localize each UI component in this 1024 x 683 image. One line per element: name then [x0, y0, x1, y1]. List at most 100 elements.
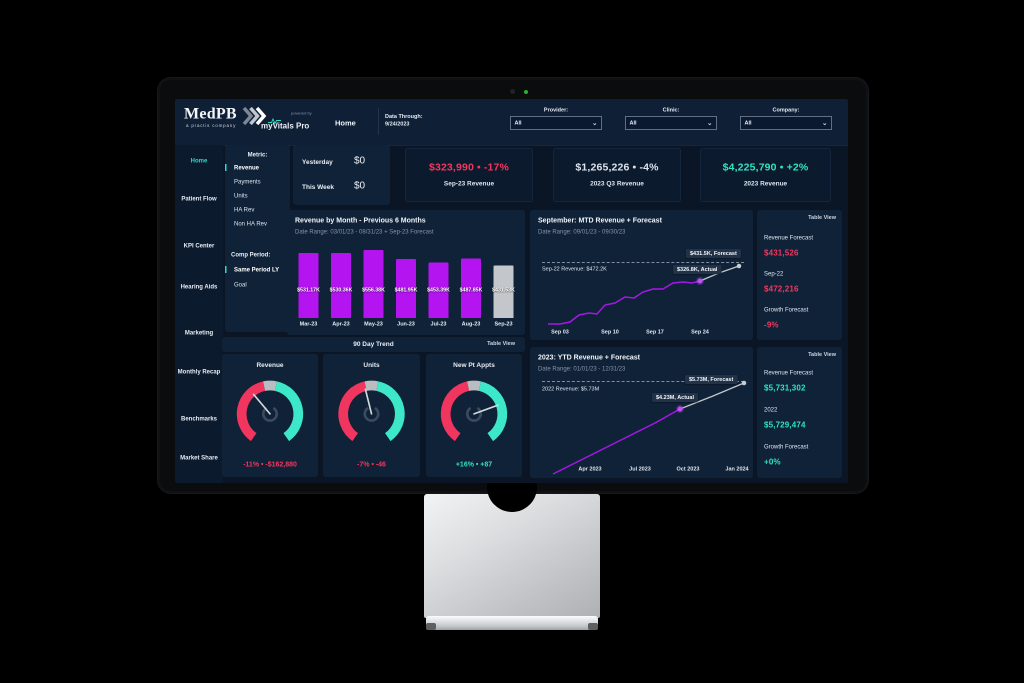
provider-filter: Provider: All ⌄: [510, 107, 602, 130]
metric-item-revenue[interactable]: Revenue: [225, 164, 290, 171]
sidebar-item-home[interactable]: Home: [190, 157, 208, 164]
x-tick: Jul 2023: [629, 466, 651, 472]
bar-value-label: $487.85K: [459, 287, 483, 293]
bar-category-label: Mar-23: [299, 321, 318, 327]
table-view-button[interactable]: Table View: [487, 340, 515, 347]
stat-value: +0%: [764, 458, 781, 467]
brand-tagline: a practis company: [186, 123, 237, 128]
provider-filter-select[interactable]: All ⌄: [510, 116, 602, 130]
chart-subtitle: Date Range: 03/01/23 - 08/31/23 + Sep-23…: [295, 228, 434, 235]
kpi-label: 2023 Q3 Revenue: [590, 179, 644, 188]
x-tick: Sep 10: [601, 329, 619, 335]
bar-group: $530.36K Apr-23: [330, 245, 352, 327]
yesterday-label: Yesterday: [302, 158, 333, 166]
bar-may-23: [363, 250, 384, 318]
bar-group: $481.95K Jun-23: [394, 245, 418, 327]
bar-value-label: $481.95K: [394, 287, 418, 293]
bar-value-label: $431.53K: [492, 287, 515, 293]
sidebar-item-monthly-recap[interactable]: Monthly Recap: [177, 368, 221, 375]
kpi-card-2023-revenue: $4,225,790 • +2% 2023 Revenue: [700, 148, 831, 202]
kpi-label: 2023 Revenue: [743, 179, 788, 188]
provider-filter-value: All: [514, 120, 522, 126]
comp-item-goal[interactable]: Goal: [234, 281, 247, 288]
gauge-dial: [440, 380, 508, 442]
bar-group: $556.38K May-23: [362, 245, 385, 327]
sidebar-item-patient-flow[interactable]: Patient Flow: [181, 195, 217, 202]
bar-group: $531.17K Mar-23: [297, 245, 320, 327]
ytd-line-plot: [552, 380, 747, 475]
reference-line: [542, 381, 744, 382]
clinic-filter-label: Clinic:: [662, 107, 680, 113]
chevron-down-icon: ⌄: [592, 119, 598, 127]
gauge-new-pt-appts: New Pt Appts +16% • +87: [426, 354, 522, 477]
sidebar-item-marketing[interactable]: Marketing: [184, 329, 214, 336]
kpi-card-2023-q3-revenue: $1,265,226 • -4% 2023 Q3 Revenue: [553, 148, 681, 202]
stat-label: Growth Forecast: [764, 443, 809, 450]
trend-title: 90 Day Trend: [353, 340, 394, 348]
kpi-value: $4,225,790 • +2%: [722, 161, 809, 174]
stat-value: $472,216: [764, 285, 799, 294]
sidebar-item-benchmarks[interactable]: Benchmarks: [180, 415, 218, 422]
metric-item-units[interactable]: Units: [234, 192, 248, 199]
table-view-button[interactable]: Table View: [808, 351, 836, 358]
chevron-down-icon: ⌄: [707, 119, 713, 127]
bar-aug-23: [461, 258, 481, 318]
gauge-title: New Pt Appts: [453, 361, 495, 369]
ytd-revenue-chart: 2023: YTD Revenue + Forecast Date Range:…: [530, 347, 753, 478]
revenue-by-month-chart: Revenue by Month - Previous 6 Months Dat…: [287, 210, 525, 335]
stat-value: $5,731,302: [764, 384, 806, 393]
company-filter: Company: All ⌄: [740, 107, 832, 130]
metric-item-non-ha-rev[interactable]: Non HA Rev: [234, 220, 268, 227]
sidebar-item-market-share[interactable]: Market Share: [180, 454, 218, 461]
bar-chart-area: $531.17K Mar-23 $530.36K Apr-23 $556.38K…: [297, 245, 515, 327]
gauge-title: Units: [363, 361, 380, 369]
camera-icon: [510, 89, 515, 94]
company-filter-value: All: [744, 120, 752, 126]
kpi-value: $323,990 • -17%: [428, 161, 510, 174]
status-led-icon: [524, 90, 528, 94]
bar-category-label: Apr-23: [332, 321, 350, 327]
nav-home[interactable]: Home: [335, 119, 356, 128]
monitor-stand-base: [426, 616, 598, 630]
company-filter-label: Company:: [772, 107, 800, 113]
ytd-stats-panel: Table View Revenue Forecast $5,731,302 2…: [757, 347, 842, 478]
clinic-filter-value: All: [629, 120, 637, 126]
metric-item-ha-rev[interactable]: HA Rev: [234, 206, 255, 213]
sidebar-item-kpi-center[interactable]: KPI Center: [183, 242, 215, 249]
stat-label: Growth Forecast: [764, 306, 809, 313]
bar-value-label: $556.38K: [362, 287, 385, 293]
company-filter-select[interactable]: All ⌄: [740, 116, 832, 130]
kpi-value: $1,265,226 • -4%: [575, 161, 659, 174]
bar-apr-23: [331, 253, 351, 318]
table-view-button[interactable]: Table View: [808, 214, 836, 221]
gauge-value: +16% • +87: [455, 460, 493, 468]
forecast-chip: $431.5K, Forecast: [686, 249, 741, 258]
sidebar-item-hearing-aids[interactable]: Hearing Aids: [180, 283, 218, 290]
stat-label: Revenue Forecast: [764, 369, 814, 376]
mtd-revenue-chart: September: MTD Revenue + Forecast Date R…: [530, 210, 753, 340]
gauge-dial: [338, 380, 405, 442]
stat-value: $5,729,474: [764, 421, 806, 430]
yesterday-value: $0: [354, 155, 366, 166]
bar-value-label: $531.17K: [297, 287, 320, 293]
x-tick: Jan 2024: [725, 466, 749, 472]
header-divider: [378, 108, 379, 135]
provider-filter-label: Provider:: [543, 107, 569, 113]
this-week-value: $0: [354, 180, 366, 191]
forecast-chip: $5.73M, Forecast: [685, 375, 738, 384]
comp-item-same-period-ly[interactable]: Same Period LY: [225, 266, 290, 273]
stat-label: Revenue Forecast: [764, 234, 814, 241]
gauge-units: Units -7% • -46: [323, 354, 420, 477]
gauge-value: -11% • -$162,880: [243, 460, 297, 468]
gauge-title: Revenue: [256, 361, 284, 369]
bar-category-label: Jul-23: [430, 321, 447, 327]
bar-group: $431.53K Sep-23: [492, 245, 515, 327]
gauge-dial: [236, 380, 304, 442]
clinic-filter-select[interactable]: All ⌄: [625, 116, 717, 130]
data-through-value: 9/24/2023: [385, 121, 410, 128]
x-tick: Sep 24: [691, 329, 709, 335]
reference-line-label: Sep-22 Revenue: $472.2K: [542, 266, 607, 272]
metric-item-payments[interactable]: Payments: [234, 178, 261, 185]
myvitals-pro-logo: myVitals Pro: [261, 122, 310, 131]
dashboard-screen: MedPB a practis company powered by myVit…: [175, 99, 848, 483]
